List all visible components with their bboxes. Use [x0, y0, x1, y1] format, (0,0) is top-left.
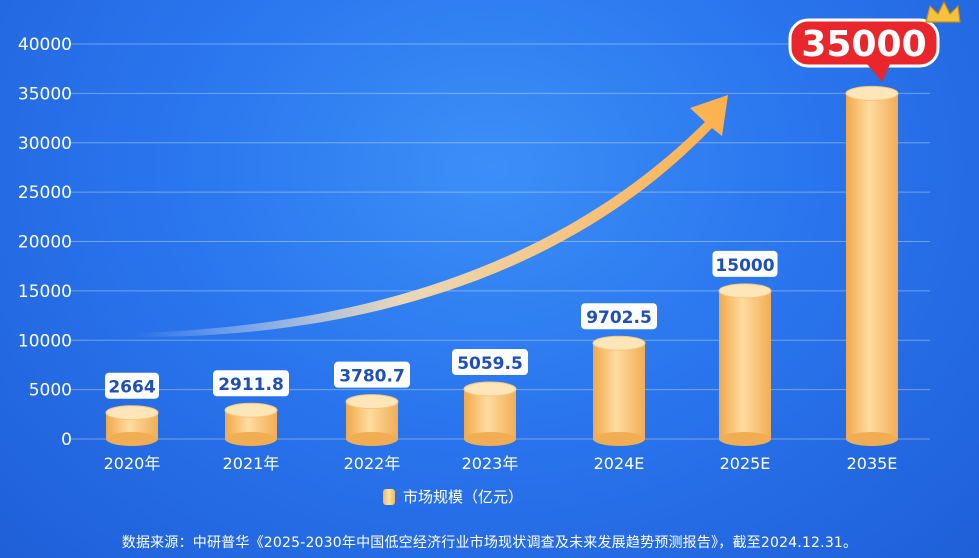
bar-base [225, 432, 277, 446]
y-tick-label: 10000 [18, 331, 72, 351]
value-label: 3780.7 [339, 367, 405, 387]
x-tick-label: 2020年 [104, 454, 161, 473]
bar-top [105, 405, 159, 421]
y-tick-label: 15000 [18, 282, 72, 302]
value-label-box [334, 361, 410, 388]
value-label: 9702.5 [586, 308, 652, 328]
value-label-box [581, 303, 657, 330]
y-tick-label: 0 [61, 430, 72, 450]
bar-2035E [846, 93, 898, 439]
legend: 市场规模（亿元） [383, 486, 523, 507]
legend-swatch [383, 488, 395, 505]
bar-top [845, 85, 899, 101]
y-tick-label: 20000 [18, 233, 72, 253]
bar-top [345, 394, 399, 410]
bar-base [593, 432, 645, 446]
bar-base [106, 432, 158, 446]
value-label-box [452, 349, 528, 376]
value-label: 35000 [801, 24, 926, 65]
bar-2025E [719, 290, 771, 439]
value-label-box [105, 372, 159, 399]
value-label: 5059.5 [457, 354, 523, 374]
bar-base [719, 432, 771, 446]
value-label-box [213, 370, 289, 397]
y-tick-label: 40000 [18, 35, 72, 55]
x-tick-label: 2021年 [223, 454, 280, 473]
x-tick-label: 2025E [720, 454, 771, 473]
bar-2024E [593, 343, 645, 439]
value-label: 2664 [108, 378, 155, 398]
legend-label: 市场规模（亿元） [403, 488, 524, 506]
x-tick-label: 2035E [847, 454, 898, 473]
y-tick-label: 5000 [29, 381, 72, 401]
bar-base [464, 432, 516, 446]
crown-icon [925, 0, 961, 23]
x-tick-label: 2022年 [344, 454, 401, 473]
bar-base [846, 432, 898, 446]
x-tick-label: 2024E [594, 454, 645, 473]
bar-2023年 [464, 389, 516, 439]
value-label: 2911.8 [218, 375, 284, 395]
bar-top [592, 335, 646, 351]
x-tick-label: 2023年 [462, 454, 519, 473]
y-tick-label: 30000 [18, 134, 72, 154]
bar-top [224, 402, 278, 418]
bar-top [463, 381, 517, 397]
badge-pointer [867, 64, 890, 82]
bar-base [346, 432, 398, 446]
value-label-box [712, 250, 778, 277]
value-label: 15000 [715, 256, 774, 276]
y-tick-label: 25000 [18, 183, 72, 203]
bar-top [718, 283, 772, 299]
source-note: 数据来源：中研普华《2025-2030年中国低空经济行业市场现状调查及未来发展趋… [121, 535, 858, 551]
y-tick-label: 35000 [18, 84, 72, 104]
highlight-badge [788, 18, 940, 68]
growth-arrow [135, 95, 728, 338]
